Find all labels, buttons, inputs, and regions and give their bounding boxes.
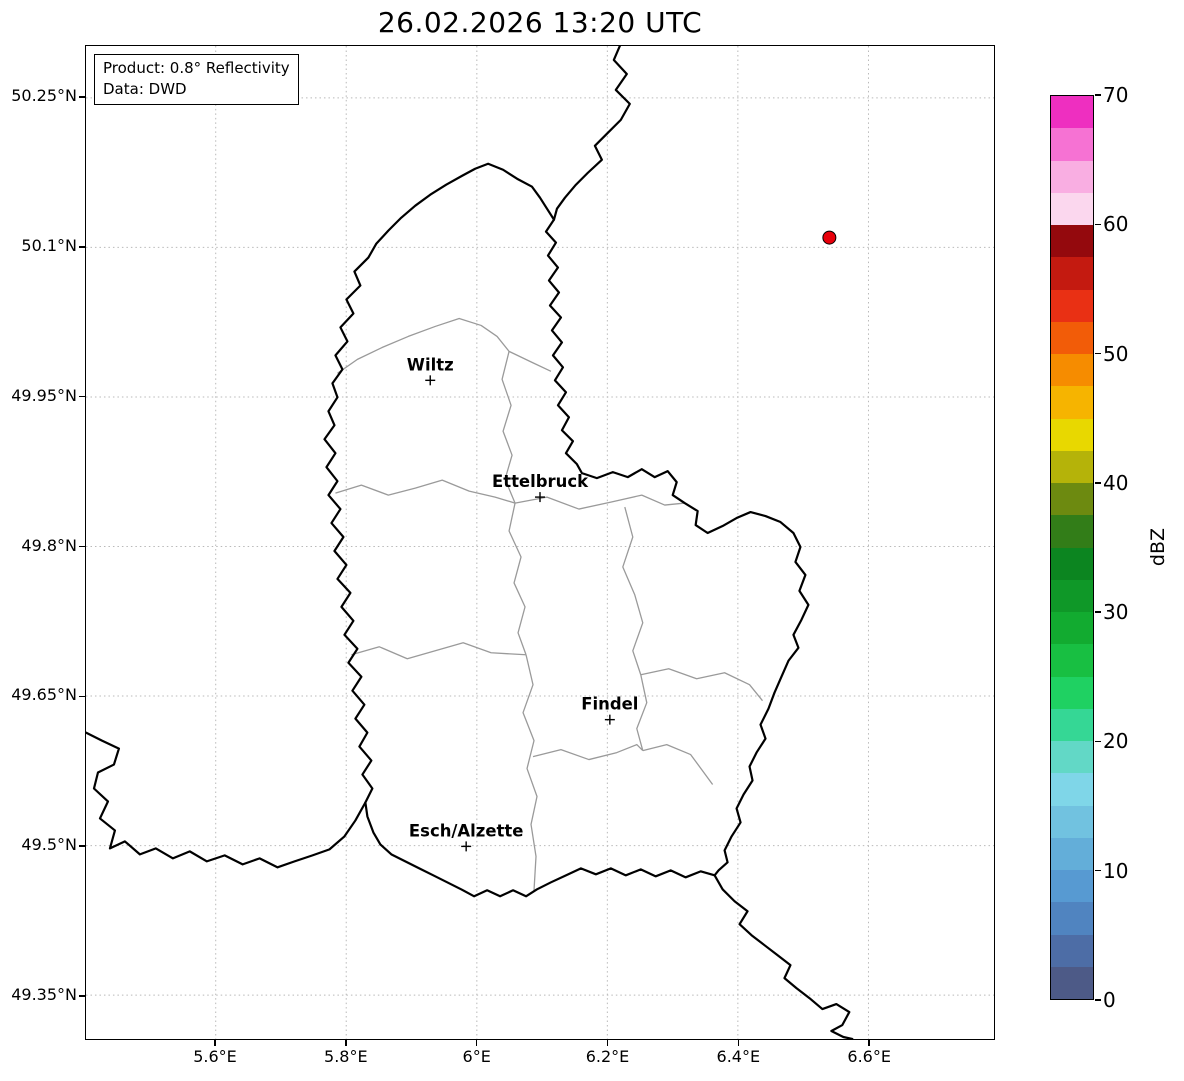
colorbar-segment <box>1051 515 1093 548</box>
y-axis-tick-label: 49.35°N <box>11 985 77 1004</box>
moselle-border <box>713 874 854 1039</box>
colorbar-tick-mark <box>1094 352 1101 355</box>
x-axis-tick-label: 5.6°E <box>193 1047 237 1066</box>
radar-site-marker <box>822 230 837 245</box>
y-tick-mark <box>79 695 85 698</box>
product-line: Product: 0.8° Reflectivity <box>103 59 290 77</box>
plot-title: 26.02.2026 13:20 UTC <box>377 6 703 39</box>
y-axis-tick-label: 50.25°N <box>11 86 77 105</box>
colorbar-segment <box>1051 644 1093 677</box>
x-tick-mark <box>606 1040 609 1046</box>
colorbar-segment <box>1051 741 1093 774</box>
colorbar-segment <box>1051 612 1093 645</box>
colorbar-segment <box>1051 837 1093 870</box>
colorbar <box>1050 95 1094 1000</box>
colorbar-segment <box>1051 902 1093 935</box>
colorbar-tick-label: 50 <box>1103 341 1129 366</box>
colorbar-segment <box>1051 547 1093 580</box>
colorbar-tick-mark <box>1094 740 1101 743</box>
city-label: Ettelbruck <box>492 472 589 491</box>
colorbar-tick-label: 30 <box>1103 600 1129 625</box>
product-info-box: Product: 0.8° Reflectivity Data: DWD <box>94 54 299 105</box>
canton-borders <box>335 317 764 891</box>
x-axis-tick-label: 6.2°E <box>585 1047 630 1066</box>
y-tick-mark <box>79 395 85 398</box>
colorbar-tick-label: 10 <box>1103 858 1129 883</box>
y-tick-mark <box>79 96 85 98</box>
colorbar-segment <box>1051 773 1093 806</box>
colorbar-segment <box>1051 354 1093 387</box>
colorbar-tick-label: 70 <box>1103 83 1129 107</box>
colorbar-segment <box>1051 870 1093 903</box>
colorbar-segment <box>1051 708 1093 741</box>
colorbar-tick-mark <box>1094 611 1101 613</box>
colorbar-tick-mark <box>1094 869 1101 872</box>
colorbar-segment <box>1051 450 1093 483</box>
colorbar-segment <box>1051 676 1093 709</box>
city-label: Wiltz <box>407 355 454 374</box>
colorbar-segment <box>1051 418 1093 451</box>
colorbar-tick-mark <box>1094 94 1101 96</box>
colorbar-segment <box>1051 321 1093 354</box>
colorbar-tick-mark <box>1094 999 1101 1001</box>
x-tick-mark <box>475 1040 478 1046</box>
colorbar-segment <box>1051 966 1093 999</box>
colorbar-segment <box>1051 483 1093 516</box>
germany-belgium-border <box>552 46 631 221</box>
france-belgium-border <box>86 731 367 869</box>
colorbar-segment <box>1051 225 1093 258</box>
y-axis-tick-label: 49.65°N <box>11 685 77 705</box>
map-plot: Wiltz Ettelbruck Findel Esch/Alzette Produc… <box>85 45 995 1040</box>
city-markers: Wiltz Ettelbruck Findel Esch/Alzette <box>407 355 638 852</box>
colorbar-segment <box>1051 96 1093 129</box>
data-source-line: Data: DWD <box>103 80 187 98</box>
y-axis-tick-label: 49.95°N <box>11 385 77 405</box>
x-tick-mark <box>737 1040 740 1046</box>
x-tick-mark <box>214 1040 216 1046</box>
colorbar-segment <box>1051 289 1093 322</box>
colorbar-tick-label: 20 <box>1103 729 1129 754</box>
x-tick-mark <box>868 1040 870 1046</box>
y-axis-tick-label: 49.5°N <box>21 835 77 855</box>
x-axis-tick-label: 5.8°E <box>324 1047 368 1066</box>
colorbar-segment <box>1051 160 1093 193</box>
map-svg: Wiltz Ettelbruck Findel Esch/Alzette <box>86 46 994 1039</box>
y-tick-mark <box>79 845 85 847</box>
colorbar-tick-mark <box>1094 223 1101 226</box>
colorbar-segment <box>1051 192 1093 225</box>
luxembourg-border <box>323 162 810 898</box>
colorbar-tick-mark <box>1094 482 1101 484</box>
colorbar-segment <box>1051 386 1093 419</box>
colorbar-segment <box>1051 257 1093 290</box>
colorbar-tick-label: 40 <box>1103 470 1129 495</box>
x-tick-mark <box>345 1040 347 1046</box>
colorbar-segment <box>1051 934 1093 967</box>
x-axis-tick-label: 6.6°E <box>847 1047 891 1066</box>
x-axis-tick-label: 6°E <box>462 1047 491 1066</box>
y-axis-tick-label: 49.8°N <box>21 535 77 555</box>
y-tick-mark <box>79 246 85 248</box>
city-label: Esch/Alzette <box>409 821 524 840</box>
y-tick-mark <box>79 545 85 548</box>
y-tick-mark <box>79 995 85 997</box>
colorbar-tick-label: 60 <box>1103 212 1129 237</box>
colorbar-segment <box>1051 805 1093 838</box>
colorbar-segment <box>1051 128 1093 161</box>
gridlines <box>86 46 994 1039</box>
country-borders <box>86 46 854 1039</box>
colorbar-tick-label: 0 <box>1103 988 1116 1012</box>
city-label: Findel <box>581 695 638 714</box>
x-axis-tick-label: 6.4°E <box>716 1047 761 1066</box>
radar-site-dot <box>822 230 837 245</box>
colorbar-unit-label: dBZ <box>1147 527 1169 567</box>
colorbar-segment <box>1051 579 1093 612</box>
y-axis-tick-label: 50.1°N <box>21 235 77 255</box>
